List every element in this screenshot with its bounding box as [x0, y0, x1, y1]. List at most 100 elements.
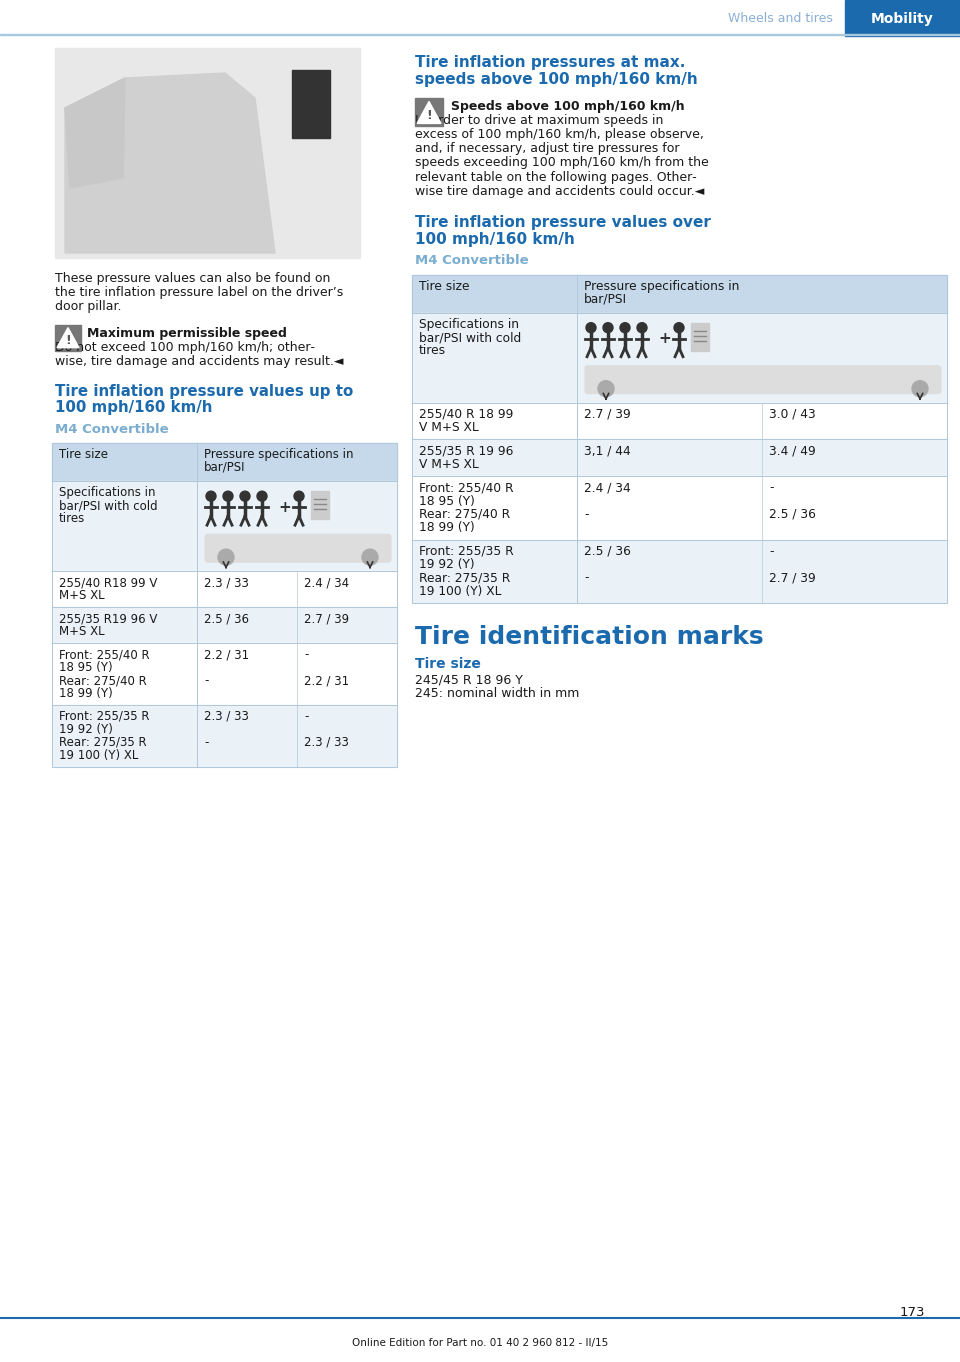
- Polygon shape: [65, 74, 275, 253]
- Circle shape: [598, 381, 614, 396]
- Text: M+S XL: M+S XL: [59, 590, 105, 602]
- Text: 18 99 (Y): 18 99 (Y): [419, 522, 475, 534]
- Text: -: -: [304, 710, 308, 723]
- Circle shape: [603, 323, 613, 332]
- Text: 3,1 / 44: 3,1 / 44: [584, 444, 631, 458]
- Text: the tire inflation pressure label on the driver’s: the tire inflation pressure label on the…: [55, 286, 344, 300]
- Text: 2.7 / 39: 2.7 / 39: [769, 572, 816, 584]
- Text: Tire identification marks: Tire identification marks: [415, 625, 763, 650]
- Text: 2.4 / 34: 2.4 / 34: [304, 576, 349, 590]
- Bar: [0, 34, 960, 35]
- Text: 255/40 R18 99 V: 255/40 R18 99 V: [59, 576, 157, 590]
- Text: 3.4 / 49: 3.4 / 49: [769, 444, 816, 458]
- Text: 2.7 / 39: 2.7 / 39: [304, 612, 349, 625]
- Text: -: -: [304, 648, 308, 661]
- Text: speeds above 100 mph/160 km/h: speeds above 100 mph/160 km/h: [415, 72, 698, 87]
- Text: Do not exceed 100 mph/160 km/h; other‐: Do not exceed 100 mph/160 km/h; other‐: [55, 340, 315, 354]
- Text: 2.3 / 33: 2.3 / 33: [204, 576, 249, 590]
- Text: 255/35 R19 96 V: 255/35 R19 96 V: [59, 612, 157, 625]
- Circle shape: [637, 323, 647, 332]
- Text: Tire inflation pressure values up to: Tire inflation pressure values up to: [55, 384, 353, 399]
- Text: 18 95 (Y): 18 95 (Y): [419, 494, 475, 508]
- Text: -: -: [204, 674, 208, 686]
- Bar: [55, 324, 81, 350]
- Text: tires: tires: [419, 345, 446, 357]
- Text: -: -: [584, 572, 588, 584]
- Text: V M+S XL: V M+S XL: [419, 421, 479, 434]
- Polygon shape: [65, 78, 125, 188]
- Text: tires: tires: [59, 512, 85, 524]
- Text: 255/40 R 18 99: 255/40 R 18 99: [419, 407, 514, 421]
- Text: 2.4 / 34: 2.4 / 34: [584, 481, 631, 494]
- Text: -: -: [769, 481, 774, 494]
- Text: and, if necessary, adjust tire pressures for: and, if necessary, adjust tire pressures…: [415, 142, 680, 155]
- Text: Specifications in: Specifications in: [59, 486, 156, 500]
- Text: 245: nominal width in mm: 245: nominal width in mm: [415, 688, 580, 700]
- Text: Mobility: Mobility: [871, 12, 934, 26]
- Text: 18 99 (Y): 18 99 (Y): [59, 686, 112, 700]
- Bar: [412, 539, 947, 603]
- Circle shape: [240, 492, 250, 501]
- Text: Speeds above 100 mph/160 km/h: Speeds above 100 mph/160 km/h: [451, 101, 684, 113]
- Text: 2.5 / 36: 2.5 / 36: [769, 508, 816, 520]
- Text: 100 mph/160 km/h: 100 mph/160 km/h: [55, 400, 212, 415]
- Text: M+S XL: M+S XL: [59, 625, 105, 639]
- Bar: [52, 643, 397, 706]
- Text: Front: 255/40 R: Front: 255/40 R: [419, 481, 514, 494]
- Text: Tire size: Tire size: [59, 448, 108, 462]
- Bar: [415, 98, 443, 127]
- Polygon shape: [57, 328, 79, 347]
- Text: 19 100 (Y) XL: 19 100 (Y) XL: [419, 584, 501, 598]
- Bar: [412, 313, 947, 403]
- Circle shape: [620, 323, 630, 332]
- Text: -: -: [769, 545, 774, 557]
- Bar: [52, 443, 397, 481]
- Text: Online Edition for Part no. 01 40 2 960 812 - II/15: Online Edition for Part no. 01 40 2 960 …: [352, 1337, 608, 1348]
- Text: 19 92 (Y): 19 92 (Y): [419, 558, 474, 571]
- Text: Front: 255/40 R: Front: 255/40 R: [59, 648, 150, 661]
- Text: -: -: [584, 508, 588, 520]
- Text: V M+S XL: V M+S XL: [419, 458, 479, 471]
- Text: 18 95 (Y): 18 95 (Y): [59, 661, 112, 674]
- Text: 19 100 (Y) XL: 19 100 (Y) XL: [59, 749, 138, 761]
- Polygon shape: [417, 101, 441, 124]
- Text: +: +: [278, 500, 292, 515]
- Circle shape: [362, 549, 378, 565]
- Text: Rear: 275/35 R: Rear: 275/35 R: [59, 735, 147, 749]
- Text: Rear: 275/40 R: Rear: 275/40 R: [419, 508, 510, 520]
- Text: 173: 173: [900, 1306, 924, 1318]
- Text: 255/35 R 19 96: 255/35 R 19 96: [419, 444, 514, 458]
- Text: In order to drive at maximum speeds in: In order to drive at maximum speeds in: [415, 114, 663, 127]
- Circle shape: [218, 549, 234, 565]
- Text: M4 Convertible: M4 Convertible: [55, 424, 169, 436]
- Text: 100 mph/160 km/h: 100 mph/160 km/h: [415, 232, 575, 247]
- Circle shape: [257, 492, 267, 501]
- Text: Front: 255/35 R: Front: 255/35 R: [59, 710, 150, 723]
- FancyBboxPatch shape: [205, 534, 391, 563]
- Text: Pressure specifications in: Pressure specifications in: [584, 279, 739, 293]
- Text: Rear: 275/35 R: Rear: 275/35 R: [419, 572, 511, 584]
- Text: Specifications in: Specifications in: [419, 317, 519, 331]
- Text: Tire inflation pressures at max.: Tire inflation pressures at max.: [415, 54, 685, 69]
- Text: 245/45 R 18 96 Y: 245/45 R 18 96 Y: [415, 673, 523, 686]
- Text: 2.5 / 36: 2.5 / 36: [204, 612, 249, 625]
- Text: Pressure specifications in: Pressure specifications in: [204, 448, 353, 462]
- FancyBboxPatch shape: [691, 323, 709, 350]
- Bar: [52, 571, 397, 607]
- Circle shape: [912, 381, 928, 396]
- Text: door pillar.: door pillar.: [55, 301, 122, 313]
- Circle shape: [206, 492, 216, 501]
- Text: bar/PSI: bar/PSI: [584, 293, 627, 305]
- Text: Maximum permissible speed: Maximum permissible speed: [87, 327, 287, 339]
- Text: wise, tire damage and accidents may result.◄: wise, tire damage and accidents may resu…: [55, 355, 344, 368]
- Text: M4 Convertible: M4 Convertible: [415, 255, 529, 267]
- Bar: [412, 440, 947, 477]
- Bar: [412, 275, 947, 313]
- Text: 2.3 / 33: 2.3 / 33: [204, 710, 249, 723]
- Text: 2.3 / 33: 2.3 / 33: [304, 735, 348, 749]
- Text: Tire size: Tire size: [415, 656, 481, 671]
- Text: 2.5 / 36: 2.5 / 36: [584, 545, 631, 557]
- Text: 2.2 / 31: 2.2 / 31: [204, 648, 250, 661]
- Text: Front: 255/35 R: Front: 255/35 R: [419, 545, 514, 557]
- Text: bar/PSI with cold: bar/PSI with cold: [59, 498, 157, 512]
